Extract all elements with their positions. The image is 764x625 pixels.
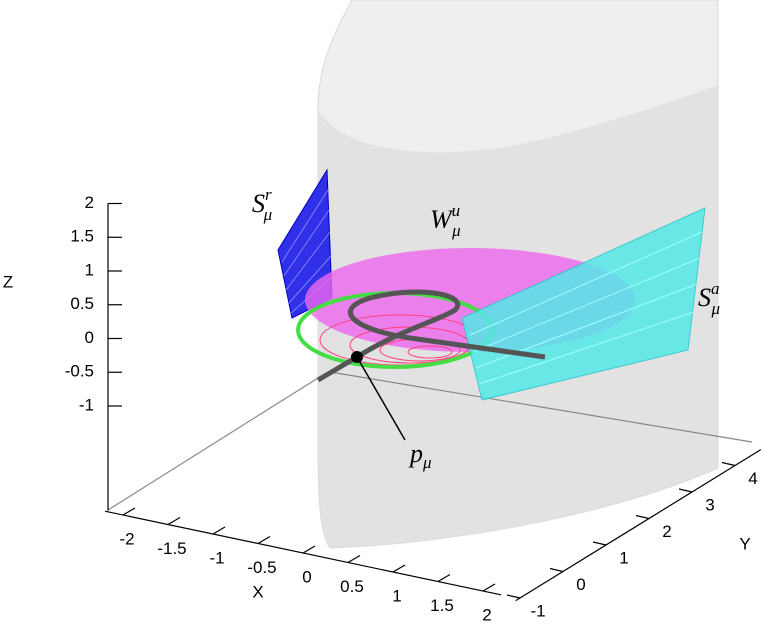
x-tick-label: 0.5 [340,577,364,596]
y-tick [506,594,521,599]
label-sub: μ [711,299,721,318]
floor-edge [107,371,753,511]
x-tick [347,554,361,564]
x-tick [167,516,181,526]
x-tick-label: -1.5 [157,539,186,558]
x-tick [437,573,451,583]
pointer [356,356,406,441]
y-tick-label: 0 [576,575,585,594]
label-sa: Sa μ [698,279,720,318]
z-tick-label: -0.5 [65,362,94,381]
x-tick [212,526,226,535]
label-sup: a [711,279,720,298]
y-tick [721,461,736,467]
label-wu: Wu μ [430,201,461,240]
y-axis [515,449,762,602]
x-tick-label: 1 [392,586,401,605]
z-tick-label: 1 [85,260,94,279]
label-base: p [408,439,423,468]
y-tick-label: 3 [705,495,714,514]
y-tick [635,514,650,520]
y-tick-label: -1 [530,601,545,620]
z-tick-label: 0.5 [70,294,94,313]
label-sub: μ [422,453,432,472]
y-tick-label: 1 [619,548,628,567]
label-sub: μ [263,205,273,224]
y-tick-label: 4 [748,469,757,488]
z-tick-label: -1 [79,395,94,414]
surfaces [107,0,753,549]
label-base: S [252,189,265,218]
x-tick-label: -0.5 [247,558,276,577]
label-p: pμ [408,439,432,472]
x-axis-title: X [252,582,263,601]
x-tick [482,583,496,592]
z-tick-label: 1.5 [70,227,94,246]
x-tick-label: 1.5 [430,596,454,615]
label-sup: u [452,201,461,220]
y-axis-title: Y [739,534,750,553]
x-tick [257,535,271,545]
y-tick [549,567,564,573]
y-tick [678,488,693,493]
x-tick [122,507,136,516]
x-tick-label: -2 [119,529,134,548]
trajectory [316,289,546,383]
x-tick-label: -1 [209,548,224,567]
point-p [351,351,363,363]
label-sr: Sr μ [252,185,272,224]
x-tick-label: 2 [482,605,491,624]
label-base: S [698,283,711,312]
x-tick [302,545,316,554]
label-base: W [430,205,454,234]
label-sup: r [265,185,272,204]
z-tick-label: 2 [85,193,94,212]
x-tick [392,564,406,573]
y-tick-label: 2 [662,522,671,541]
label-sub: μ [451,221,461,240]
x-tick-label: 0 [302,567,311,586]
z-axis-title: Z [3,272,13,291]
y-tick [592,541,607,546]
z-tick-label: 0 [85,328,94,347]
